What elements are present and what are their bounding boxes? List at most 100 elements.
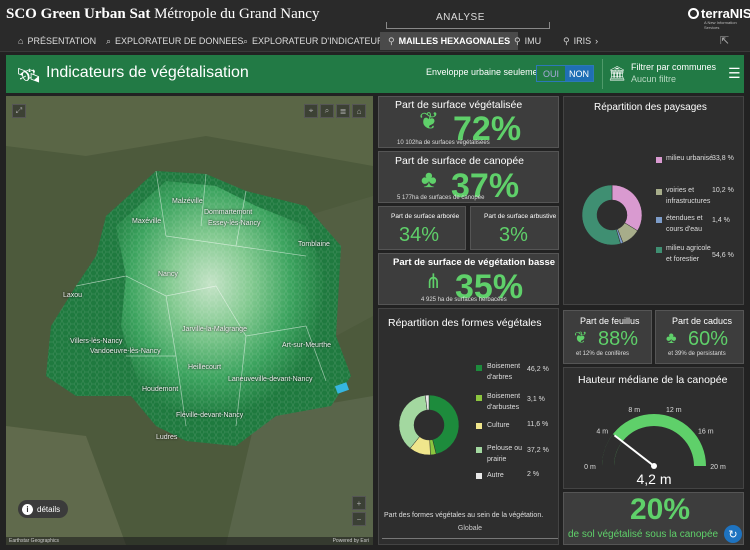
legend-value: 1,4 % bbox=[712, 217, 730, 224]
card-title: Répartition des paysages bbox=[594, 102, 707, 113]
tab-imu[interactable]: ⚲ IMU bbox=[514, 32, 541, 50]
tree-icon: ♣ bbox=[666, 330, 677, 347]
stat-value: 35% bbox=[455, 268, 524, 306]
chevron-right-icon[interactable]: › bbox=[595, 36, 599, 46]
hauteur-gauge: 0 m 4 m 8 m 12 m 16 m 20 m 4,2 m bbox=[584, 407, 726, 487]
details-label: détails bbox=[37, 504, 61, 514]
commune-icon: 🏛 bbox=[608, 65, 626, 81]
brand-logo-icon bbox=[688, 8, 699, 19]
formes-slice-4[interactable] bbox=[424, 394, 430, 411]
stat-value: 60% bbox=[688, 328, 729, 350]
map-label-laxou: Laxou bbox=[63, 292, 83, 299]
tab-presentation[interactable]: ⌂ PRÉSENTATION bbox=[18, 32, 96, 50]
indicators-header: 🛰 Indicateurs de végétalisation Envelopp… bbox=[6, 55, 744, 93]
map-label-villers: Villers-lès-Nancy bbox=[70, 338, 123, 345]
leaf-icon: ❦ bbox=[419, 108, 440, 135]
stat-subtext: 4 925 ha de surfaces herbacées bbox=[421, 297, 507, 303]
tab-label: EXPLORATEUR DE DONNEES bbox=[115, 36, 244, 46]
filter-value[interactable]: Aucun filtre bbox=[631, 74, 677, 84]
app-title: SCO Green Urban Sat Métropole du Grand N… bbox=[6, 6, 320, 22]
map-canvas[interactable] bbox=[6, 96, 373, 545]
map-label-houdemont: Houdemont bbox=[142, 386, 179, 393]
map-label-dommartemont: Dommartemont bbox=[204, 209, 253, 216]
menu-icon[interactable]: ☰ bbox=[728, 65, 741, 81]
legend-swatch-pelouse bbox=[476, 447, 482, 453]
brand-tagline: A New Information Services bbox=[704, 20, 737, 30]
legend-label: étendues et cours d'eau bbox=[666, 215, 703, 233]
zoom-out-button[interactable]: − bbox=[352, 512, 366, 526]
tree-icon: ♣ bbox=[421, 166, 437, 193]
card-surface-vegetalisee: Part de surface végétalisée ❦ 72% 10 102… bbox=[378, 96, 559, 148]
stat-value: 88% bbox=[598, 328, 639, 350]
gauge-tick-label: 20 m bbox=[710, 464, 726, 471]
legend-swatch-autre bbox=[476, 473, 482, 479]
card-caducs: Part de caducs ♣ 60% et 39% de persistan… bbox=[655, 310, 744, 364]
gauge-fill bbox=[602, 434, 623, 466]
legend-value: 46,2 % bbox=[527, 366, 549, 373]
legend-swatch-urbanise bbox=[656, 157, 662, 163]
card-title: Part de surface de végétation basse bbox=[393, 257, 556, 268]
tab-label: IMU bbox=[524, 36, 542, 46]
stat-value: 34% bbox=[399, 224, 440, 246]
pin-icon: ⚲ bbox=[388, 35, 395, 46]
stat-subtext: et 39% de persistants bbox=[668, 351, 726, 357]
map-label-jarville: Jarville-la-Malgrange bbox=[182, 326, 247, 333]
card-canopee: Part de surface de canopée ♣ 37% 5 177ha… bbox=[378, 151, 559, 203]
card-title: Part de caducs bbox=[672, 316, 733, 326]
paysages-slice-3[interactable] bbox=[581, 184, 621, 246]
map-label-malzeville: Malzéville bbox=[172, 198, 203, 205]
map-label-ludres: Ludres bbox=[156, 434, 178, 441]
attribution-esri[interactable]: Powered by Esri bbox=[332, 538, 369, 544]
zoom-in-button[interactable]: + bbox=[352, 496, 366, 510]
legend-label: milieu agricole et forestier bbox=[666, 245, 711, 263]
paysages-slice-0[interactable] bbox=[611, 184, 643, 232]
card-repartition-paysages: Répartition des paysages milieu urbanisé… bbox=[563, 96, 744, 305]
gauge-tick-label: 0 m bbox=[584, 464, 596, 471]
stat-value: 72% bbox=[453, 110, 522, 148]
gauge-track bbox=[602, 414, 706, 466]
map-layers-icon[interactable]: ≣ bbox=[336, 104, 350, 118]
stat-subtext: 5 177ha de surfaces de canopée bbox=[397, 195, 485, 201]
tab-explorateur-donnees[interactable]: ⌕ EXPLORATEUR DE DONNEES bbox=[106, 32, 243, 50]
card-title: Part de surface arbustive bbox=[484, 213, 557, 220]
legend-swatch-eau bbox=[656, 217, 662, 223]
tab-explorateur-indicateurs[interactable]: ⌕ EXPLORATEUR D'INDICATEURS bbox=[243, 32, 389, 50]
toggle-oui[interactable]: OUI bbox=[537, 66, 565, 81]
legend-value: 37,2 % bbox=[527, 447, 549, 454]
tab-label: IRIS bbox=[573, 36, 592, 46]
map-home-icon[interactable]: ⌂ bbox=[352, 104, 366, 118]
map-label-essey: Essey-lès-Nancy bbox=[208, 220, 261, 227]
tab-iris[interactable]: ⚲ IRIS › bbox=[563, 32, 598, 50]
formes-select[interactable]: Globale bbox=[382, 525, 558, 539]
section-underline bbox=[386, 28, 550, 29]
map-search-icon[interactable]: ⌕ bbox=[320, 104, 334, 118]
satellite-icon: 🛰 bbox=[16, 65, 42, 87]
map-attribution: Earthstar Geographics Powered by Esri bbox=[6, 537, 373, 545]
filter-label[interactable]: Filtrer par communes bbox=[631, 62, 717, 72]
pin-icon: ⚲ bbox=[514, 35, 521, 46]
legend-value: 33,8 % bbox=[712, 155, 734, 162]
toggle-non[interactable]: NON bbox=[565, 66, 593, 81]
stat-subtext: de sol végétalisé sous la canopée bbox=[568, 529, 719, 540]
card-surface-arbustive: Part de surface arbustive 3% bbox=[470, 206, 559, 250]
map-tool-icon[interactable]: ⌖ bbox=[304, 104, 318, 118]
leaf-icon: ❦ bbox=[574, 330, 588, 347]
share-icon[interactable]: ⇱ bbox=[720, 35, 730, 47]
tab-label: MAILLES HEXAGONALES bbox=[398, 36, 511, 46]
formes-slice-0[interactable] bbox=[428, 394, 460, 455]
map-label-vandoeuvre: Vandoeuvre-lès-Nancy bbox=[90, 348, 161, 355]
legend-label: milieu urbanisé bbox=[666, 155, 714, 162]
legend-label: voiries et infrastructures bbox=[666, 187, 711, 205]
tab-mailles-hexagonales[interactable]: ⚲ MAILLES HEXAGONALES bbox=[380, 32, 519, 50]
stat-value: 20% bbox=[630, 493, 691, 526]
page-title: Indicateurs de végétalisation bbox=[46, 64, 249, 81]
map-view[interactable]: ⤢ ⌖ ⌕ ≣ ⌂ + − Malzéville Maxéville Domma… bbox=[6, 96, 373, 545]
paysages-donut-chart bbox=[581, 184, 643, 246]
legend-value: 11,6 % bbox=[527, 421, 549, 428]
details-button[interactable]: i détails bbox=[18, 500, 69, 518]
section-bracket-left bbox=[386, 22, 387, 29]
map-label-tomblaine: Tomblaine bbox=[298, 241, 330, 248]
map-expand-icon[interactable]: ⤢ bbox=[12, 104, 26, 118]
card-title: Part de surface arborée bbox=[391, 213, 460, 220]
refresh-icon[interactable]: ↻ bbox=[724, 525, 742, 543]
